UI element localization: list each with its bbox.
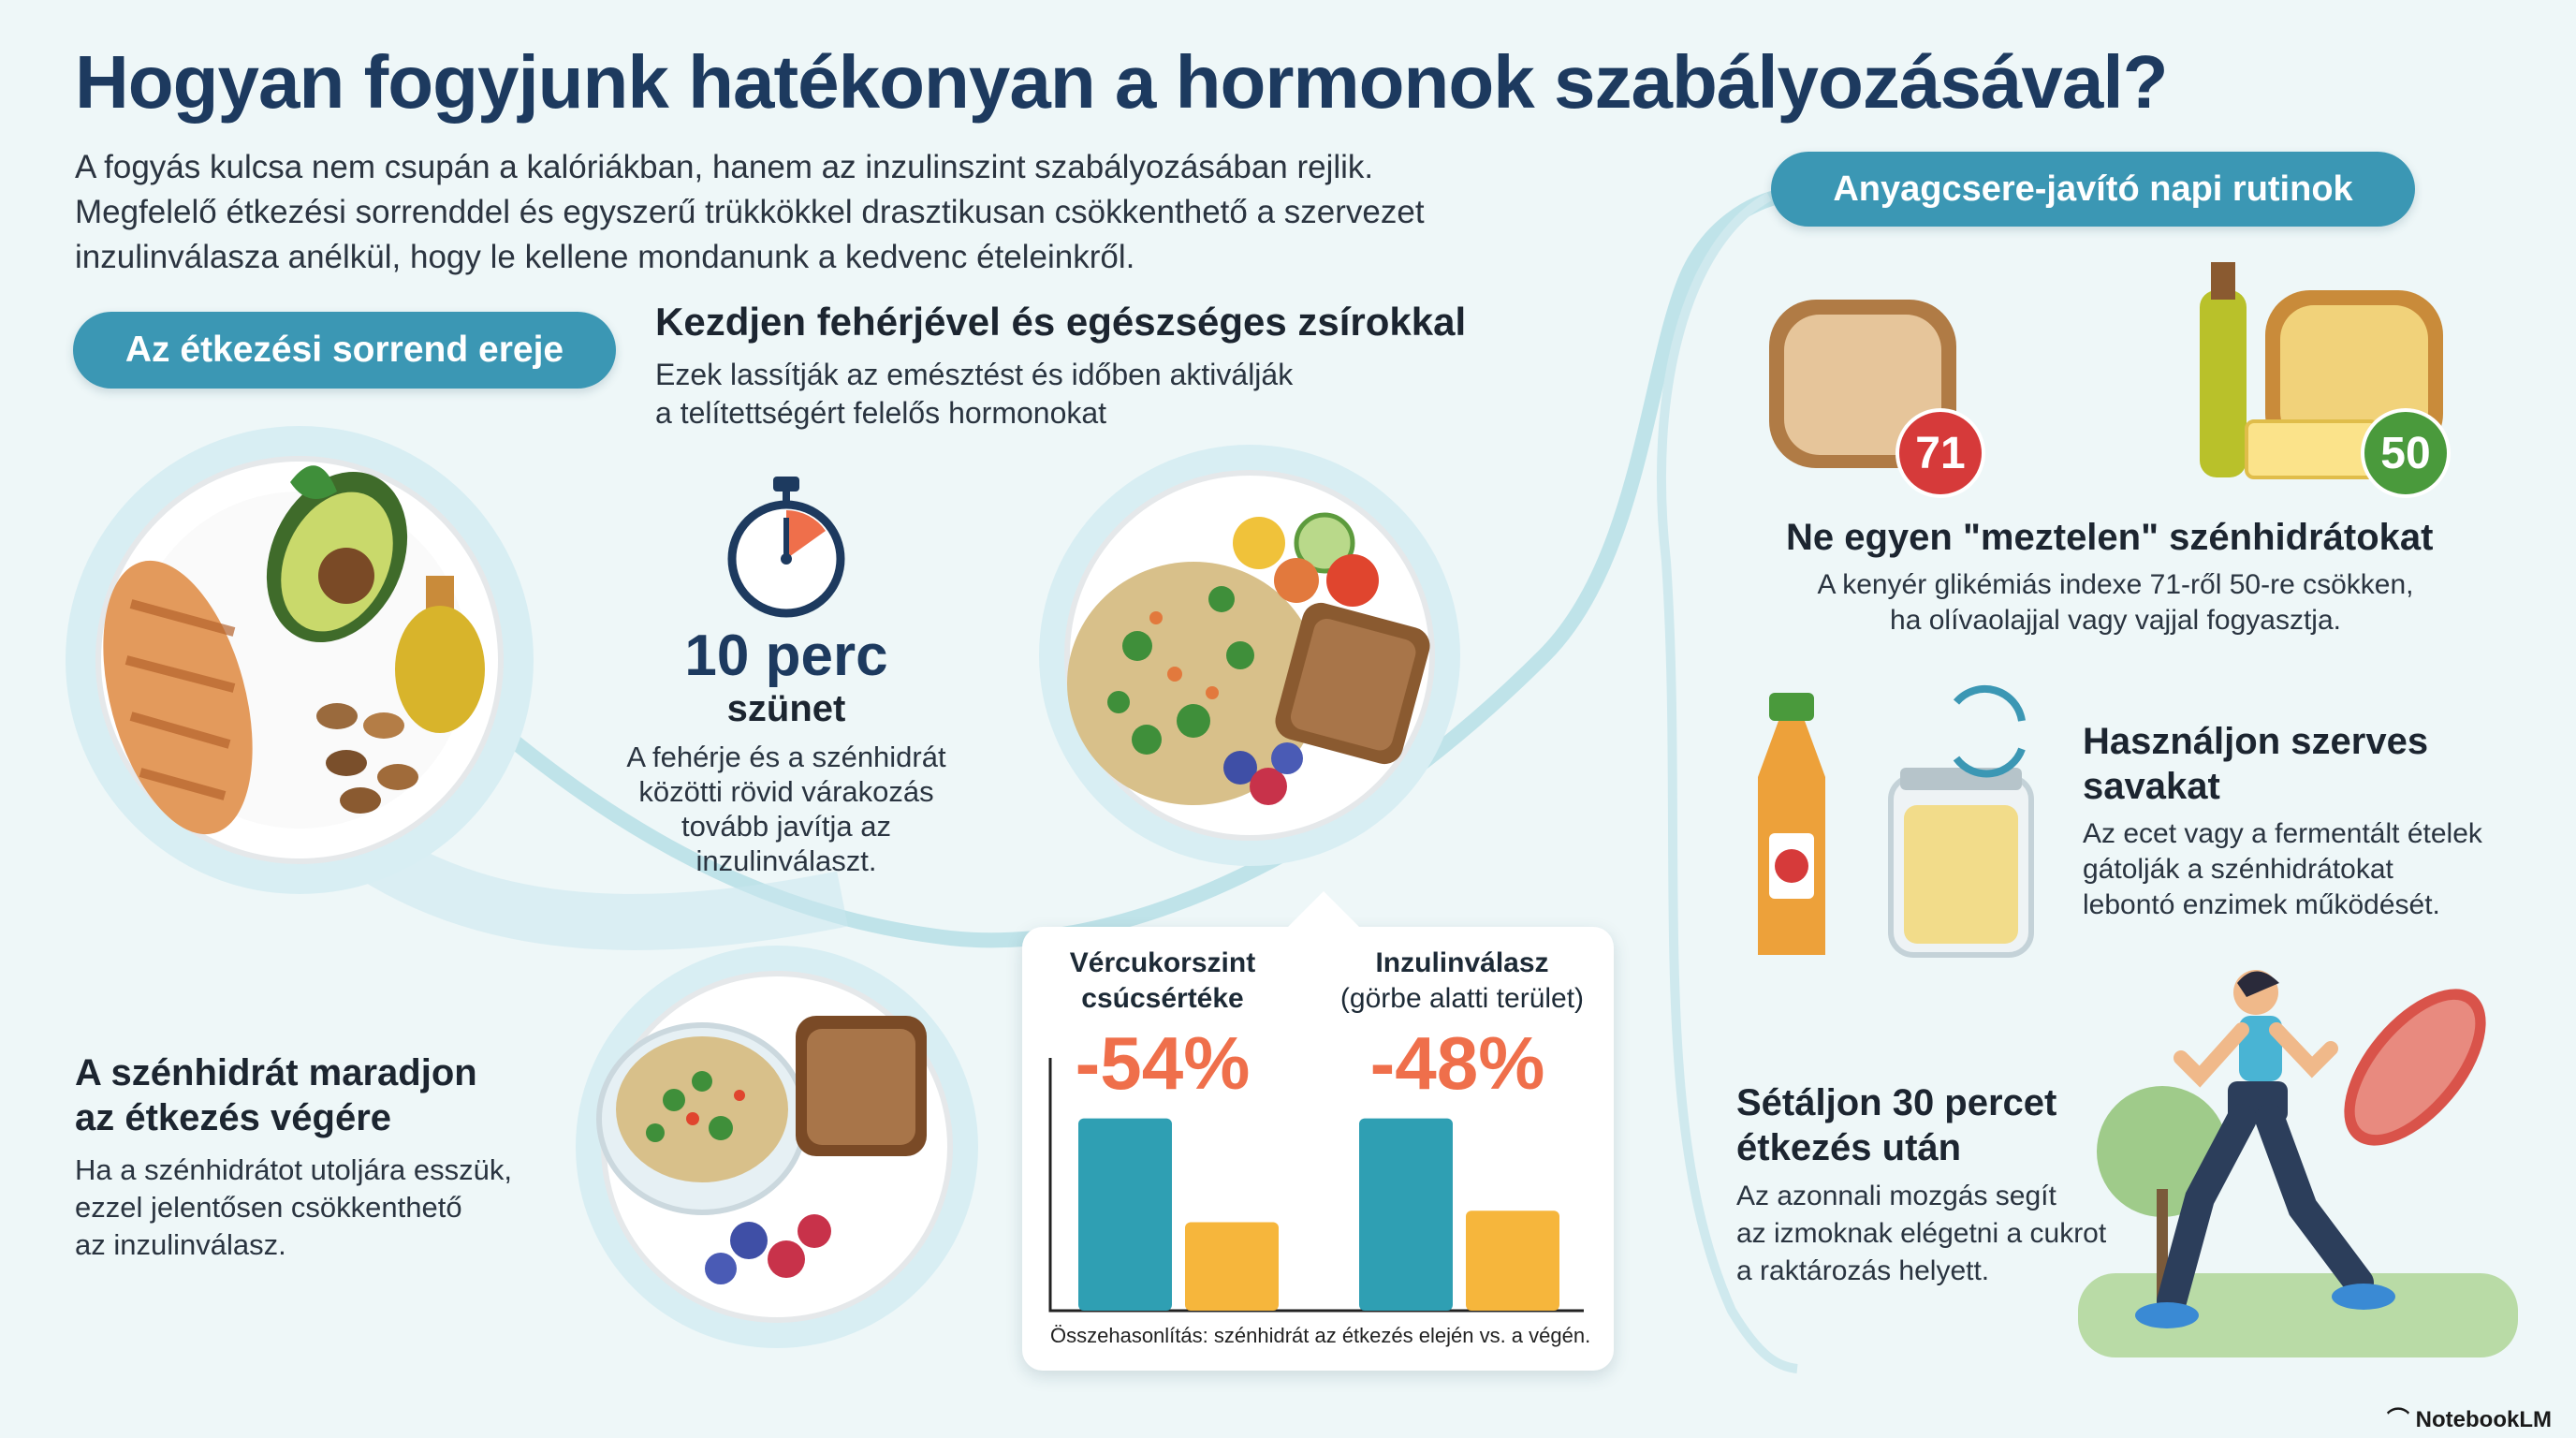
description-line: az izmoknak elégetni a cukrot bbox=[1736, 1218, 2107, 1249]
description-line: tovább javítja az bbox=[681, 810, 892, 843]
naked-carbs-title: Ne egyen "meztelen" szénhidrátokat bbox=[1786, 517, 2434, 558]
description-line: inzulinválaszt. bbox=[695, 844, 877, 877]
description-line: Az ecet vagy a fermentált ételek bbox=[2083, 818, 2482, 849]
carbs-last-plate-illustration bbox=[576, 946, 978, 1348]
description-line: Ezek lassítják az emésztést és időben ak… bbox=[655, 358, 1294, 391]
title-line: az étkezés végére bbox=[75, 1097, 392, 1138]
pause-label: szünet bbox=[726, 688, 846, 729]
title-line: savakat bbox=[2083, 766, 2220, 807]
intro-line: Megfelelő étkezési sorrenddel és egyszer… bbox=[75, 194, 1425, 230]
mixed-meal-plate-illustration bbox=[1039, 445, 1460, 866]
section-pill-daily-routines: Anyagcsere-javító napi rutinok bbox=[1771, 152, 2415, 227]
organic-acids-title: Használjon szerves savakat bbox=[2083, 719, 2476, 809]
brand-name: NotebookLM bbox=[2415, 1407, 2552, 1432]
intro-line: A fogyás kulcsa nem csupán a kalóriákban… bbox=[75, 149, 1374, 185]
description-line: ezzel jelentősen csökkenthető bbox=[75, 1191, 462, 1224]
naked-carbs-description: A kenyér glikémiás indexe 71-ről 50-re c… bbox=[1760, 567, 2471, 638]
description-line: Az azonnali mozgás segít bbox=[1736, 1181, 2056, 1211]
label-line: Vércukorszint bbox=[1069, 947, 1256, 978]
chart-bar bbox=[1466, 1211, 1559, 1311]
intro-text: A fogyás kulcsa nem csupán a kalóriákban… bbox=[75, 145, 1647, 280]
description-line: A kenyér glikémiás indexe 71-ről 50-re c… bbox=[1817, 569, 2414, 600]
title-line: A szénhidrát maradjon bbox=[75, 1052, 477, 1093]
title-line: Sétáljon 30 percet bbox=[1736, 1082, 2057, 1123]
chart-bar bbox=[1185, 1222, 1279, 1311]
walk-after-meal-description: Az azonnali mozgás segít az izmoknak elé… bbox=[1736, 1178, 2148, 1290]
label-line: csúcsértéke bbox=[1081, 983, 1244, 1014]
carbs-last-description: Ha a szénhidrátot utoljára esszük, ezzel… bbox=[75, 1152, 562, 1264]
description-line: a raktározás helyett. bbox=[1736, 1255, 1990, 1286]
description-line: Ha a szénhidrátot utoljára esszük, bbox=[75, 1153, 512, 1186]
section-pill-meal-order: Az étkezési sorrend ereje bbox=[73, 312, 616, 389]
pause-description: A fehérje és a szénhidrát közötti rövid … bbox=[608, 740, 964, 878]
chart-category-label: Inzulinválasz (görbe alatti terület) bbox=[1312, 946, 1612, 1017]
chart-category-label: Vércukorszint csúcsértéke bbox=[1032, 946, 1294, 1017]
glycemic-index-badge-plain: 71 bbox=[1895, 408, 1985, 498]
title-line: étkezés után bbox=[1736, 1127, 1962, 1168]
description-line: A fehérje és a szénhidrát bbox=[626, 741, 946, 773]
vinegar-and-fermented-jar-illustration bbox=[1758, 684, 2034, 958]
stopwatch-icon bbox=[727, 477, 845, 618]
description-line: gátolják a szénhidrátokat bbox=[2083, 854, 2393, 885]
protein-fat-plate-illustration bbox=[66, 426, 534, 894]
protein-first-title: Kezdjen fehérjével és egészséges zsírokk… bbox=[655, 300, 1467, 344]
chart-bar bbox=[1359, 1118, 1453, 1311]
comparison-bar-chart bbox=[1048, 1058, 1584, 1313]
chart-bar bbox=[1078, 1118, 1172, 1311]
description-line: a telítettségért felelős hormonokat bbox=[655, 396, 1107, 430]
description-line: lebontó enzimek működését. bbox=[2083, 889, 2440, 920]
organic-acids-description: Az ecet vagy a fermentált ételek gátoljá… bbox=[2083, 816, 2523, 923]
chart-footnote: Összehasonlítás: szénhidrát az étkezés e… bbox=[1050, 1324, 1591, 1347]
title-line: Használjon szerves bbox=[2083, 721, 2429, 762]
chart-percent-change: -48% bbox=[1369, 1021, 1545, 1105]
page-title: Hogyan fogyjunk hatékonyan a hormonok sz… bbox=[75, 40, 2168, 124]
brand-watermark: ⌒ NotebookLM bbox=[2387, 1401, 2552, 1433]
protein-first-description: Ezek lassítják az emésztést és időben ak… bbox=[655, 356, 1367, 433]
chart-percent-change: -54% bbox=[1075, 1021, 1251, 1105]
intro-line: inzulinválasza anélkül, hogy le kellene … bbox=[75, 239, 1135, 275]
walk-after-meal-title: Sétáljon 30 percet étkezés után bbox=[1736, 1080, 2167, 1170]
walking-person-illustration bbox=[2078, 970, 2518, 1357]
pause-duration: 10 perc bbox=[684, 624, 888, 688]
brand-logo-icon: ⌒ bbox=[2387, 1407, 2416, 1432]
description-line: közötti rövid várakozás bbox=[638, 775, 934, 808]
description-line: az inzulinválasz. bbox=[75, 1228, 286, 1261]
description-line: ha olívaolajjal vagy vajjal fogyasztja. bbox=[1890, 605, 2341, 636]
glycemic-index-badge-with-fat: 50 bbox=[2361, 408, 2451, 498]
label-line: Inzulinválasz bbox=[1375, 947, 1549, 978]
comparison-chart-card: Vércukorszint csúcsértéke Inzulinválasz … bbox=[1022, 891, 1614, 1371]
carbs-last-title: A szénhidrát maradjon az étkezés végére bbox=[75, 1050, 580, 1140]
label-line: (görbe alatti terület) bbox=[1339, 983, 1585, 1014]
